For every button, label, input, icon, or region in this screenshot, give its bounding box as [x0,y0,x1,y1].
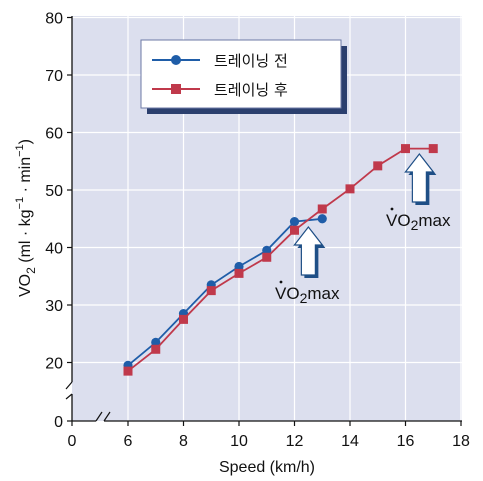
y-tick-label: 0 [54,414,63,431]
legend: 트레이닝 전 트레이닝 후 [140,39,347,114]
data-point-series-1 [290,225,299,235]
legend-label-after: 트레이닝 후 [214,81,288,99]
y-tick-label: 70 [45,68,63,85]
x-tick-label: 12 [286,433,304,450]
data-point-series-1 [234,268,244,278]
data-point-series-0 [262,245,272,255]
y-tick-label: 50 [45,183,63,200]
x-tick-label: 16 [397,433,415,450]
data-point-series-1 [123,366,133,376]
data-point-series-1 [179,314,188,324]
x-tick-label: 0 [68,433,77,450]
data-point-series-0 [151,337,161,347]
data-point-series-0 [317,214,327,224]
x-tick-label: 6 [124,433,133,450]
data-point-series-0 [289,217,300,227]
data-point-series-1 [262,252,272,262]
y-tick-label: 80 [45,11,63,28]
y-tick-label: 60 [45,126,63,143]
series-layer [123,144,438,376]
y-axis-label: VO2 (ml · kg−1 · min−1) [14,139,38,297]
x-axis-break [95,411,111,422]
legend-marker-before [171,55,181,65]
legend-box [140,39,342,109]
y-tick-label: 30 [45,298,63,315]
annotation-label: VO2max [386,211,451,233]
data-point-series-1 [151,344,161,354]
annotation-arrow [404,153,435,203]
annotation-dot [279,280,283,284]
data-point-series-1 [206,286,216,296]
y-tick-label: 20 [45,356,63,373]
y-tick-label: 40 [45,241,63,258]
series-line-1 [127,147,434,372]
data-point-series-1 [401,144,410,154]
x-axis-label: Speed (km/h) [219,459,315,476]
series-line-0 [127,217,323,367]
data-point-series-1 [317,204,327,214]
annotation-label: VO2max [275,284,340,306]
data-point-series-1 [428,144,438,154]
tick-labels: 0 6 8 10 12 14 16 18 0 20 30 40 50 60 70 80 [45,11,470,451]
annotation-dot [390,207,394,211]
x-tick-label: 14 [341,433,359,450]
x-tick-label: 10 [230,433,248,450]
data-point-series-1 [373,161,383,171]
legend-label-before: 트레이닝 전 [214,52,288,70]
axes [65,16,462,426]
annotations: VO2max VO2max [275,153,451,306]
y-axis-break [65,381,73,400]
x-tick-label: 8 [179,433,188,450]
data-point-series-0 [234,261,244,272]
annotation-arrow [293,226,324,276]
legend-marker-after [171,84,181,94]
x-tick-label: 18 [452,433,470,450]
data-point-series-1 [345,184,355,194]
